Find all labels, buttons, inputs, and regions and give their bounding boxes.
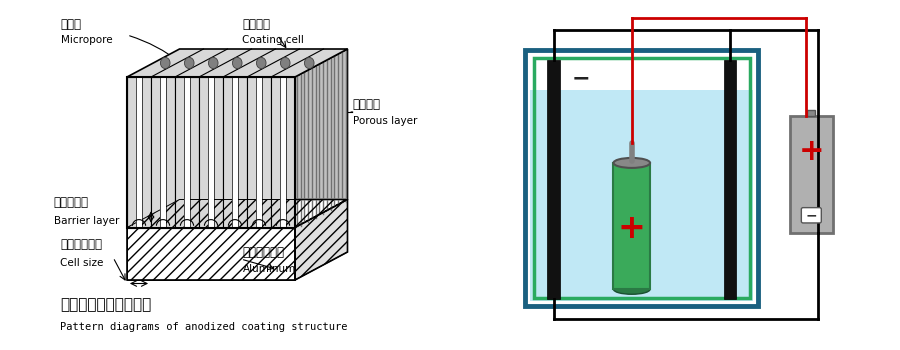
Ellipse shape bbox=[304, 57, 314, 69]
Ellipse shape bbox=[209, 57, 218, 69]
Text: +: + bbox=[617, 212, 645, 245]
Polygon shape bbox=[127, 77, 151, 228]
Polygon shape bbox=[184, 77, 191, 228]
Polygon shape bbox=[271, 77, 295, 228]
Bar bbox=[534, 58, 750, 298]
Text: 皮膜セル: 皮膜セル bbox=[242, 18, 271, 30]
Bar bbox=[807, 110, 815, 116]
Polygon shape bbox=[295, 199, 347, 280]
Polygon shape bbox=[127, 49, 347, 77]
Polygon shape bbox=[199, 77, 223, 228]
Text: Porous layer: Porous layer bbox=[353, 116, 417, 126]
Bar bbox=[614, 163, 650, 289]
Text: +: + bbox=[798, 137, 824, 166]
Text: 多孔質層: 多孔質層 bbox=[353, 98, 381, 112]
Bar bbox=[789, 116, 832, 233]
Bar bbox=[724, 60, 736, 299]
Text: Pattern diagrams of anodized coating structure: Pattern diagrams of anodized coating str… bbox=[60, 322, 348, 332]
Text: Barrier layer: Barrier layer bbox=[53, 216, 119, 225]
Polygon shape bbox=[159, 77, 166, 228]
Ellipse shape bbox=[184, 57, 194, 69]
Polygon shape bbox=[208, 77, 214, 228]
FancyBboxPatch shape bbox=[801, 208, 822, 223]
Text: アルミニウム: アルミニウム bbox=[242, 245, 284, 259]
Polygon shape bbox=[247, 77, 271, 228]
Polygon shape bbox=[280, 77, 286, 228]
Ellipse shape bbox=[256, 57, 266, 69]
Polygon shape bbox=[151, 77, 175, 228]
Polygon shape bbox=[295, 49, 347, 228]
Polygon shape bbox=[256, 77, 263, 228]
Polygon shape bbox=[136, 77, 142, 228]
Polygon shape bbox=[223, 77, 247, 228]
Bar bbox=[526, 50, 758, 306]
Text: 微細孔: 微細孔 bbox=[60, 18, 82, 30]
Text: −: − bbox=[806, 208, 817, 222]
Ellipse shape bbox=[281, 57, 290, 69]
Ellipse shape bbox=[614, 284, 650, 294]
Text: Cell size: Cell size bbox=[60, 258, 104, 267]
Text: Micropore: Micropore bbox=[60, 35, 112, 45]
Text: Aluminum: Aluminum bbox=[242, 265, 296, 274]
Polygon shape bbox=[231, 77, 239, 228]
Polygon shape bbox=[127, 228, 295, 280]
Text: バリヤー層: バリヤー層 bbox=[53, 196, 88, 210]
Text: Coating cell: Coating cell bbox=[242, 35, 304, 45]
Text: −: − bbox=[572, 68, 590, 88]
Text: セルの大きさ: セルの大きさ bbox=[60, 238, 103, 252]
Polygon shape bbox=[175, 77, 199, 228]
Bar bbox=[530, 90, 753, 301]
Ellipse shape bbox=[160, 57, 170, 69]
Polygon shape bbox=[127, 199, 347, 228]
Bar bbox=[547, 60, 560, 299]
Ellipse shape bbox=[614, 158, 650, 168]
Ellipse shape bbox=[232, 57, 242, 69]
Text: アルマイト皮膜模式図: アルマイト皮膜模式図 bbox=[60, 298, 152, 313]
